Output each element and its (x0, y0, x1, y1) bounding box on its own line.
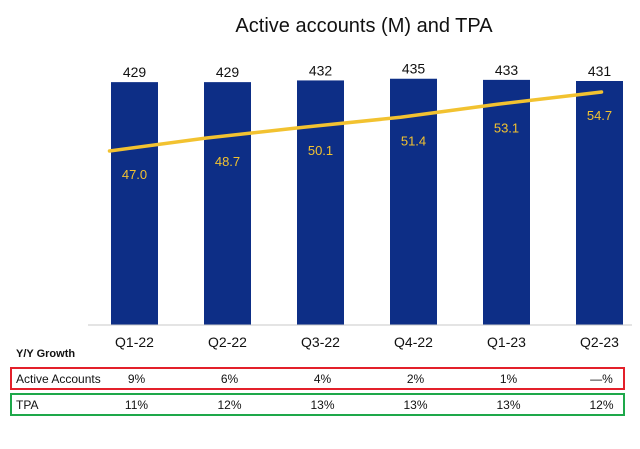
growth-cell: 11% (125, 398, 148, 412)
growth-cell: 4% (314, 372, 332, 386)
bar-q2-23 (576, 81, 623, 325)
tpa-row-border (10, 393, 625, 416)
bar-value-label: 435 (402, 61, 426, 77)
bar-labels-layer: 429 429 432 435 433 431 (123, 61, 612, 80)
tpa-value-label: 54.7 (587, 108, 612, 123)
bar-q3-22 (297, 80, 344, 326)
tpa-row-label: TPA (16, 398, 38, 412)
bar-value-label: 431 (588, 63, 612, 79)
category-label-q2-23: Q2-23 (580, 334, 619, 350)
category-labels-layer: Q1-22 Q2-22 Q3-22 Q4-22 Q1-23 Q2-23 (115, 334, 619, 350)
growth-table-header: Y/Y Growth (16, 348, 75, 360)
tpa-value-label: 53.1 (494, 120, 519, 135)
growth-cell: 13% (403, 398, 427, 412)
category-label-q1-22: Q1-22 (115, 334, 154, 350)
bar-value-label: 429 (216, 64, 240, 80)
category-label-q3-22: Q3-22 (301, 334, 340, 350)
growth-table-cells: 9% 6% 4% 2% 1% —% 11% 12% 13% 13% 13% 12% (125, 372, 614, 412)
active-accounts-row-label: Active Accounts (16, 372, 101, 386)
growth-cell: 6% (221, 372, 239, 386)
tpa-value-label: 50.1 (308, 143, 333, 158)
bar-value-label: 433 (495, 62, 519, 78)
bar-q1-22 (111, 82, 158, 325)
growth-cell: 13% (496, 398, 520, 412)
tpa-value-label: 51.4 (401, 133, 426, 148)
growth-cell: 1% (500, 372, 518, 386)
growth-cell: —% (590, 372, 613, 386)
category-label-q1-23: Q1-23 (487, 334, 526, 350)
bar-q4-22 (390, 78, 437, 325)
bar-q1-23 (483, 79, 530, 325)
growth-cell: 2% (407, 372, 425, 386)
tpa-value-label: 47.0 (122, 167, 147, 182)
chart-title: Active accounts (M) and TPA (235, 15, 493, 37)
bars-layer (111, 78, 623, 326)
bar-q2-22 (204, 82, 251, 325)
growth-cell: 13% (310, 398, 334, 412)
bar-value-label: 432 (309, 62, 333, 78)
category-label-q2-22: Q2-22 (208, 334, 247, 350)
active-accounts-row-border (10, 367, 625, 390)
growth-cell: 9% (128, 372, 146, 386)
tpa-line (107, 90, 604, 153)
category-label-q4-22: Q4-22 (394, 334, 433, 350)
growth-cell: 12% (589, 398, 613, 412)
tpa-value-label: 48.7 (215, 154, 240, 169)
tpa-line-layer: 47.0 48.7 50.1 51.4 53.1 54.7 (107, 90, 612, 182)
bar-value-label: 429 (123, 64, 147, 80)
growth-cell: 12% (217, 398, 241, 412)
